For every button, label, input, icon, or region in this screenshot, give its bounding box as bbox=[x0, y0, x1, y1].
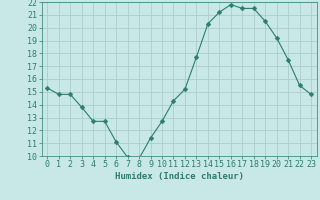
X-axis label: Humidex (Indice chaleur): Humidex (Indice chaleur) bbox=[115, 172, 244, 181]
